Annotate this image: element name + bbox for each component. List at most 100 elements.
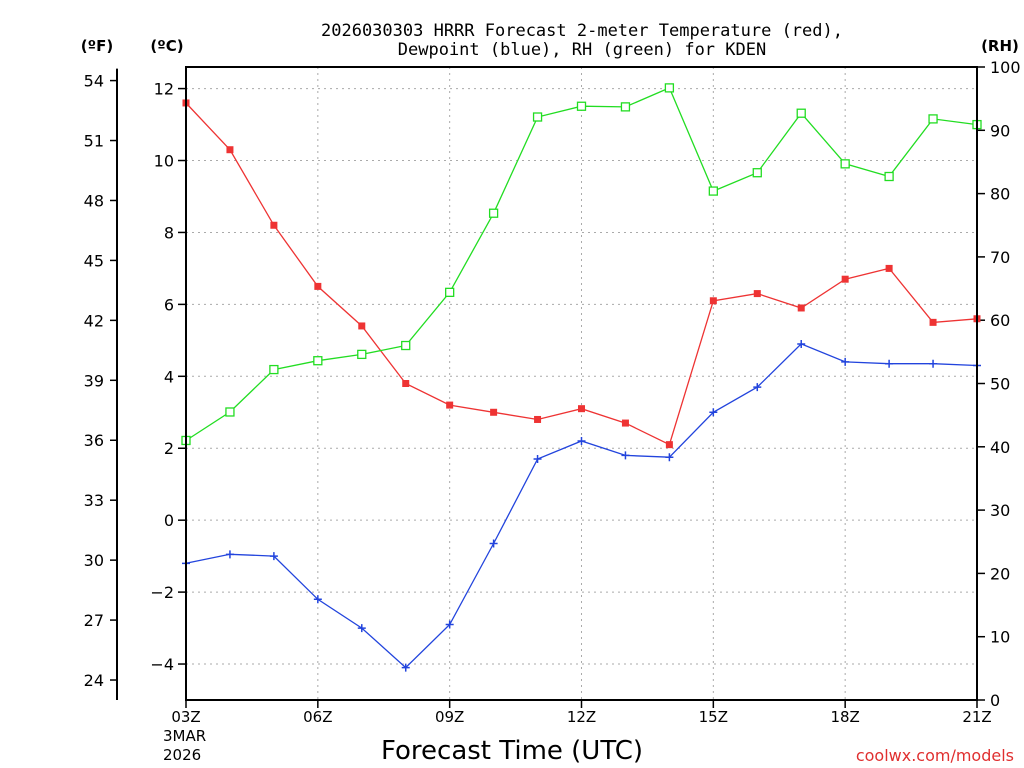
fahrenheit-tick-label: 36 bbox=[84, 431, 104, 450]
credit-text: coolwx.com/models bbox=[856, 746, 1014, 765]
dewpoint-point bbox=[313, 595, 322, 604]
rh-tick-label: 90 bbox=[990, 121, 1010, 140]
celsius-tick-label: −4 bbox=[150, 655, 174, 674]
dewpoint-point bbox=[797, 339, 806, 348]
series-layer bbox=[181, 83, 982, 672]
dewpoint-point bbox=[709, 408, 718, 417]
dewpoint-point bbox=[885, 359, 894, 368]
celsius-tick-label: 4 bbox=[164, 367, 174, 386]
rh-point bbox=[488, 208, 499, 218]
fahrenheit-tick-label: 45 bbox=[84, 251, 104, 270]
rh-point bbox=[708, 186, 718, 196]
x-tick-label: 12Z bbox=[567, 708, 596, 726]
rh-point bbox=[664, 83, 675, 93]
dewpoint-point bbox=[621, 451, 630, 460]
fahrenheit-tick-label: 30 bbox=[84, 551, 104, 570]
rh-tick-label: 40 bbox=[990, 438, 1010, 457]
celsius-axis: 12 10 8 6 4 2 0 −2 −4 bbox=[150, 80, 186, 674]
fahrenheit-tick-label: 24 bbox=[84, 671, 104, 690]
plot-frame bbox=[185, 66, 978, 701]
celsius-tick-label: −2 bbox=[150, 583, 174, 602]
temperature-point bbox=[841, 275, 849, 283]
rh-point bbox=[401, 340, 411, 351]
temperature-point bbox=[226, 146, 234, 154]
dewpoint-point bbox=[533, 455, 542, 464]
celsius-tick-label: 6 bbox=[164, 295, 174, 314]
rh-point bbox=[225, 407, 235, 417]
rh-tick-label: 10 bbox=[990, 628, 1010, 647]
temperature-point bbox=[490, 408, 498, 416]
fahrenheit-tick-label: 42 bbox=[84, 311, 104, 330]
temperature-point bbox=[358, 322, 366, 330]
x-tick-label: 03Z bbox=[171, 708, 200, 726]
fahrenheit-tick-label: 27 bbox=[84, 611, 104, 630]
temperature-point bbox=[929, 318, 937, 326]
celsius-tick-label: 8 bbox=[164, 223, 174, 242]
x-axis-label: Forecast Time (UTC) bbox=[381, 736, 643, 766]
fahrenheit-tick-label: 39 bbox=[84, 371, 104, 390]
fahrenheit-tick-label: 33 bbox=[84, 491, 104, 510]
celsius-tick-label: 0 bbox=[164, 511, 174, 530]
dewpoint-point bbox=[841, 357, 850, 366]
x-tick-label: 06Z bbox=[303, 708, 332, 726]
rh-tick-label: 20 bbox=[990, 564, 1010, 583]
rh-point bbox=[576, 101, 587, 111]
x-tick-label: 15Z bbox=[699, 708, 728, 726]
x-tick-label: 09Z bbox=[435, 708, 464, 726]
dewpoint-point bbox=[225, 550, 234, 559]
temperature-point bbox=[314, 282, 322, 290]
temperature-point bbox=[578, 405, 585, 413]
rh-point bbox=[840, 159, 850, 169]
rh-axis-unit: (RH) bbox=[981, 37, 1019, 55]
fahrenheit-axis: 54 51 48 45 42 39 36 33 30 27 24 bbox=[84, 68, 118, 700]
x-axis: 03Z 06Z 09Z 12Z 15Z 18Z 21Z bbox=[171, 700, 992, 726]
rh-point bbox=[532, 112, 543, 122]
celsius-tick-label: 12 bbox=[154, 80, 174, 99]
dewpoint-point bbox=[269, 552, 278, 561]
rh-point bbox=[445, 287, 455, 297]
dewpoint-point bbox=[577, 437, 586, 446]
rh-tick-label: 70 bbox=[990, 248, 1010, 267]
fahrenheit-tick-label: 54 bbox=[84, 72, 104, 91]
temperature-line bbox=[185, 102, 978, 446]
celsius-axis-unit: (ºC) bbox=[150, 37, 183, 55]
dewpoint-point bbox=[401, 663, 410, 672]
rh-point bbox=[796, 108, 806, 118]
temperature-point bbox=[621, 419, 629, 427]
temperature-point bbox=[270, 221, 278, 229]
celsius-tick-label: 10 bbox=[154, 152, 174, 171]
rh-tick-label: 30 bbox=[990, 501, 1010, 520]
rh-point bbox=[928, 114, 938, 124]
fahrenheit-tick-label: 51 bbox=[84, 132, 104, 151]
fahrenheit-axis-unit: (ºF) bbox=[81, 37, 113, 55]
dewpoint-point bbox=[929, 359, 938, 368]
rh-point bbox=[620, 102, 631, 112]
dewpoint-point bbox=[357, 624, 366, 633]
dewpoint-point bbox=[665, 453, 674, 462]
rh-tick-label: 100 bbox=[990, 58, 1021, 77]
rh-point bbox=[269, 364, 279, 375]
chart-title-line1: 2026030303 HRRR Forecast 2-meter Tempera… bbox=[321, 21, 843, 41]
rh-tick-label: 60 bbox=[990, 311, 1010, 330]
temperature-point bbox=[753, 290, 761, 298]
x-tick-label: 21Z bbox=[962, 708, 991, 726]
celsius-tick-label: 2 bbox=[164, 439, 174, 458]
rh-tick-label: 0 bbox=[990, 691, 1000, 710]
rh-tick-label: 50 bbox=[990, 375, 1010, 394]
rh-point bbox=[357, 349, 367, 360]
temperature-point bbox=[885, 264, 893, 272]
dewpoint-point bbox=[489, 539, 498, 548]
temperature-point bbox=[534, 415, 542, 423]
chart-title-line2: Dewpoint (blue), RH (green) for KDEN bbox=[398, 40, 766, 60]
temperature-point bbox=[709, 297, 717, 305]
rh-point bbox=[313, 356, 323, 366]
temperature-point bbox=[797, 304, 805, 312]
x-tick-label: 18Z bbox=[830, 708, 859, 726]
rh-point bbox=[752, 168, 762, 178]
gridlines bbox=[185, 67, 978, 700]
rh-tick-label: 80 bbox=[990, 185, 1010, 204]
temperature-point bbox=[446, 401, 454, 409]
rh-point bbox=[884, 171, 894, 182]
